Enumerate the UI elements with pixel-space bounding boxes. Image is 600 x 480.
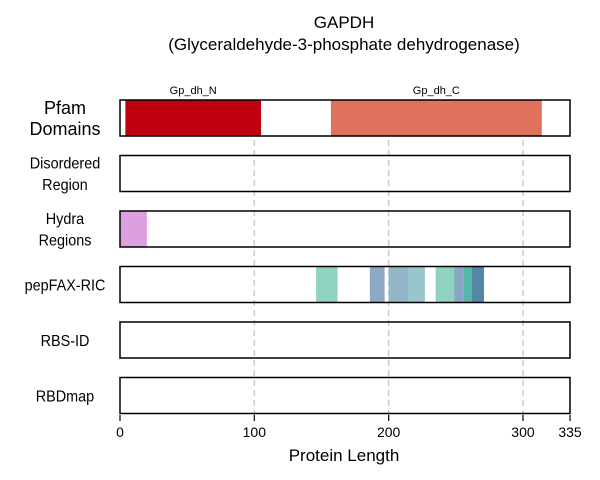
feature-block — [454, 266, 464, 303]
feature-block — [125, 100, 262, 136]
track-label: Region — [42, 177, 88, 195]
track-1: Disordered Region — [30, 154, 571, 195]
track-label: pepFAX-RIC — [25, 277, 106, 295]
chart-subtitle: (Glyceraldehyde-3-phosphate dehydrogenas… — [168, 35, 520, 54]
track-frame — [119, 154, 571, 193]
x-axis-label: Protein Length — [289, 446, 400, 465]
feature-block — [471, 266, 485, 303]
track-label: Domains — [29, 119, 100, 139]
track-frame — [119, 265, 571, 304]
feature-block — [120, 211, 147, 247]
track-frame — [119, 99, 571, 137]
track-label: Regions — [39, 232, 92, 250]
x-tick-label: 100 — [243, 424, 267, 440]
x-axis: 0 100 200 300 335 — [116, 415, 582, 440]
track-frame — [119, 376, 571, 415]
feature-block — [463, 266, 472, 303]
feature-block — [388, 266, 409, 303]
track-label: Disordered — [30, 155, 100, 173]
feature-block — [435, 266, 455, 303]
track-label: RBDmap — [36, 388, 94, 406]
track-label: Hydra — [46, 210, 85, 228]
chart-title: GAPDH — [314, 13, 374, 32]
feature-block — [316, 266, 338, 303]
track-3: pepFAX-RIC — [25, 265, 571, 304]
track-label: Pfam — [44, 98, 86, 118]
track-frame — [119, 321, 571, 359]
x-tick-label: 300 — [511, 424, 535, 440]
domain-label: Gp_dh_C — [413, 85, 460, 97]
feature-block — [408, 266, 425, 303]
x-tick-label: 200 — [377, 424, 401, 440]
track-4: RBS-ID — [41, 321, 571, 359]
x-tick-label: 335 — [558, 424, 582, 440]
track-5: RBDmap — [36, 376, 571, 415]
track-2: Hydra Regions — [39, 210, 571, 250]
grid-lines — [253, 100, 524, 415]
feature-block — [330, 100, 542, 136]
track-frame — [119, 210, 571, 248]
track-label: RBS-ID — [41, 332, 90, 350]
x-tick-label: 0 — [116, 424, 124, 440]
domain-label: Gp_dh_N — [170, 85, 217, 97]
feature-block — [369, 266, 385, 303]
